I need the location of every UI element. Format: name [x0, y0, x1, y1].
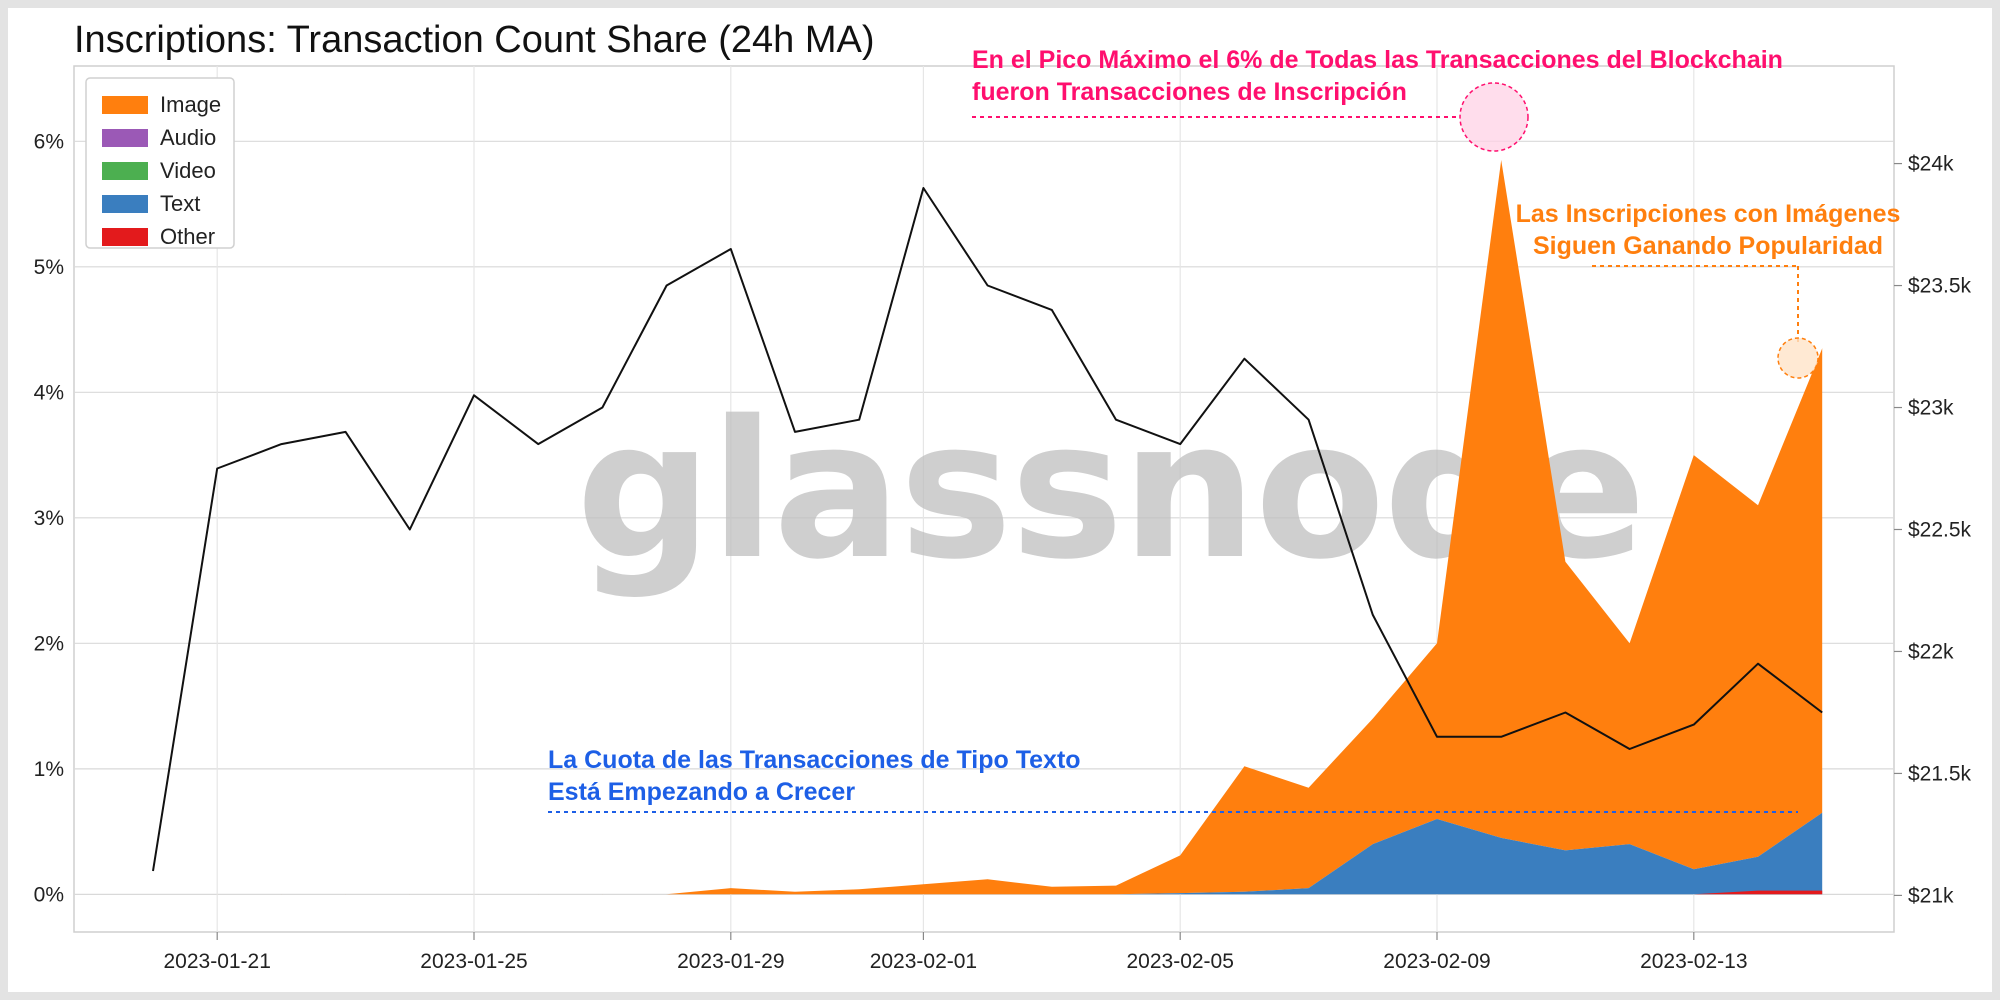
legend-label-audio: Audio — [160, 125, 216, 150]
x-axis-ticks: 2023-01-21 2023-01-25 2023-01-29 2023-02-01… — [163, 932, 1748, 973]
annotation-peak-line1: En el Pico Máximo el 6% de Todas las Tra… — [972, 46, 1783, 74]
legend-items: Image Audio Video Text Other — [102, 92, 221, 249]
right-tick-label: $23.5k — [1908, 275, 1972, 298]
area-series — [217, 160, 1823, 895]
annotation-peak-circle — [1459, 82, 1529, 152]
left-tick-label: 5% — [34, 256, 64, 279]
annotation-text-line2: Está Empezando a Crecer — [548, 778, 855, 806]
annotation-peak-line2: fueron Transacciones de Inscripción — [972, 78, 1407, 106]
gridlines — [74, 66, 1894, 932]
annotation-peak: En el Pico Máximo el 6% de Todas las Tra… — [972, 46, 1783, 152]
left-tick-label: 0% — [34, 883, 64, 906]
annotation-text: La Cuota de las Transacciones de Tipo Te… — [548, 746, 1798, 813]
annotation-image-line1: Las Inscripciones con Imágenes — [1516, 200, 1901, 228]
left-axis-ticks: 0% 1% 2% 3% 4% 5% 6% — [34, 130, 64, 906]
legend-label-video: Video — [160, 158, 216, 183]
legend-swatch-image — [102, 96, 148, 114]
right-tick-label: $21.5k — [1908, 762, 1972, 785]
legend-swatch-video — [102, 162, 148, 180]
x-tick-label: 2023-01-29 — [677, 950, 784, 973]
text-area — [217, 812, 1823, 895]
annotation-image: Las Inscripciones con Imágenes Siguen Ga… — [1516, 200, 1901, 379]
legend-swatch-text — [102, 195, 148, 213]
annotation-image-line2: Siguen Ganando Popularidad — [1533, 232, 1883, 260]
left-tick-label: 2% — [34, 632, 64, 655]
other-area — [1693, 890, 1823, 895]
x-tick-label: 2023-01-21 — [163, 950, 270, 973]
price-line — [152, 187, 1823, 872]
right-tick-label: $22k — [1908, 640, 1954, 663]
legend-label-other: Other — [160, 224, 215, 249]
left-tick-label: 4% — [34, 381, 64, 404]
x-tick-label: 2023-02-09 — [1383, 950, 1490, 973]
left-tick-label: 6% — [34, 130, 64, 153]
right-tick-label: $21k — [1908, 884, 1954, 907]
legend-label-text: Text — [160, 191, 200, 216]
annotation-image-circle — [1777, 337, 1819, 379]
annotation-text-line1: La Cuota de las Transacciones de Tipo Te… — [548, 746, 1081, 774]
image-area — [217, 160, 1823, 895]
legend: Image Audio Video Text Other — [85, 77, 235, 249]
x-tick-label: 2023-02-01 — [870, 950, 977, 973]
chart-svg: glassnode 0%1%2%3%4%5%6% $21k$21.5k$22k$… — [34, 19, 1972, 973]
right-tick-label: $22.5k — [1908, 518, 1972, 541]
right-tick-label: $23k — [1908, 397, 1954, 420]
left-tick-label: 3% — [34, 507, 64, 530]
legend-label-image: Image — [160, 92, 221, 117]
chart-title: Inscriptions: Transaction Count Share (2… — [74, 19, 875, 61]
legend-swatch-other — [102, 228, 148, 246]
x-tick-label: 2023-01-25 — [420, 950, 527, 973]
right-tick-label: $24k — [1908, 153, 1954, 176]
legend-swatch-audio — [102, 129, 148, 147]
x-tick-label: 2023-02-05 — [1126, 950, 1233, 973]
left-tick-label: 1% — [34, 758, 64, 781]
chart-panel: glassnode 0% 1% 2% 3% 4% 5% 6% $21k $21.5k $22k $… — [8, 8, 1992, 992]
right-axis-ticks: $21k $21.5k $22k $22.5k $23k $23.5k $24k — [1894, 153, 1972, 907]
x-tick-label: 2023-02-13 — [1640, 950, 1747, 973]
